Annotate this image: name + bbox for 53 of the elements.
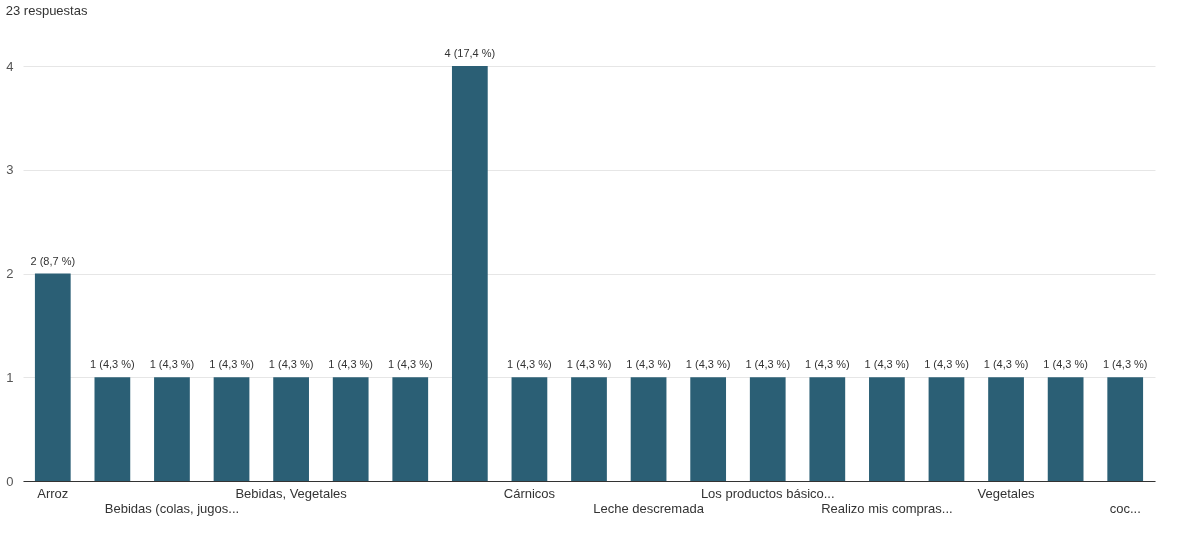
x-tick-label: Los productos básico... <box>700 485 835 501</box>
data-label: 1 (4,3 %) <box>1102 358 1148 371</box>
data-label: 4 (17,4 %) <box>444 47 496 59</box>
data-label: 1 (4,3 %) <box>507 358 552 371</box>
data-label: 2 (8,7 %) <box>30 254 76 267</box>
x-tick-label: coc... <box>1109 500 1141 516</box>
data-label: 1 (4,3 %) <box>268 358 314 371</box>
data-label: 1 (4,3 %) <box>685 358 731 371</box>
chart-title: 23 respuestas <box>5 3 88 18</box>
data-label: 1 (4,3 %) <box>387 358 433 371</box>
data-label: 1 (4,3 %) <box>328 358 373 371</box>
bar <box>1107 377 1144 481</box>
data-label: 1 (4,3 %) <box>626 358 671 371</box>
x-tick-label: Realizo mis compras... <box>821 500 953 516</box>
data-label: 1 (4,3 %) <box>745 358 791 371</box>
bar <box>571 377 607 481</box>
data-label: 1 (4,3 %) <box>566 358 612 371</box>
bar <box>451 66 488 481</box>
bar <box>1047 377 1084 481</box>
bar <box>749 377 786 481</box>
bar <box>928 377 965 481</box>
bar <box>392 377 429 481</box>
data-label: 1 (4,3 %) <box>864 358 910 371</box>
bar <box>869 377 905 481</box>
data-label: 1 (4,3 %) <box>924 358 969 371</box>
data-label: 1 (4,3 %) <box>1043 358 1088 371</box>
x-tick-label: Leche descremada <box>593 500 705 516</box>
bar <box>511 377 548 481</box>
data-label: 1 (4,3 %) <box>983 358 1029 371</box>
data-label: 1 (4,3 %) <box>805 358 850 371</box>
x-tick-label: Bebidas, Vegetales <box>235 485 348 501</box>
y-tick-label: 4 <box>6 58 14 74</box>
y-tick-label: 0 <box>6 473 14 489</box>
bar <box>332 377 369 481</box>
x-tick-label: Cárnicos <box>503 485 556 501</box>
data-label: 1 (4,3 %) <box>149 358 195 371</box>
bar <box>690 377 727 481</box>
bar <box>273 377 309 481</box>
bar <box>630 377 667 481</box>
x-tick-label: Arroz <box>37 485 69 501</box>
x-tick-label: Bebidas (colas, jugos... <box>104 500 240 516</box>
bar <box>213 377 250 481</box>
data-label: 1 (4,3 %) <box>90 358 135 371</box>
y-tick-label: 1 <box>6 369 14 385</box>
y-tick-label: 3 <box>6 162 14 178</box>
y-tick-label: 2 <box>6 266 14 281</box>
data-label: 1 (4,3 %) <box>209 358 254 371</box>
bar <box>809 377 846 481</box>
bar <box>34 273 71 481</box>
bar <box>988 377 1024 481</box>
bar <box>94 377 131 481</box>
x-tick-label: Vegetales <box>977 485 1036 501</box>
bar <box>154 377 190 481</box>
